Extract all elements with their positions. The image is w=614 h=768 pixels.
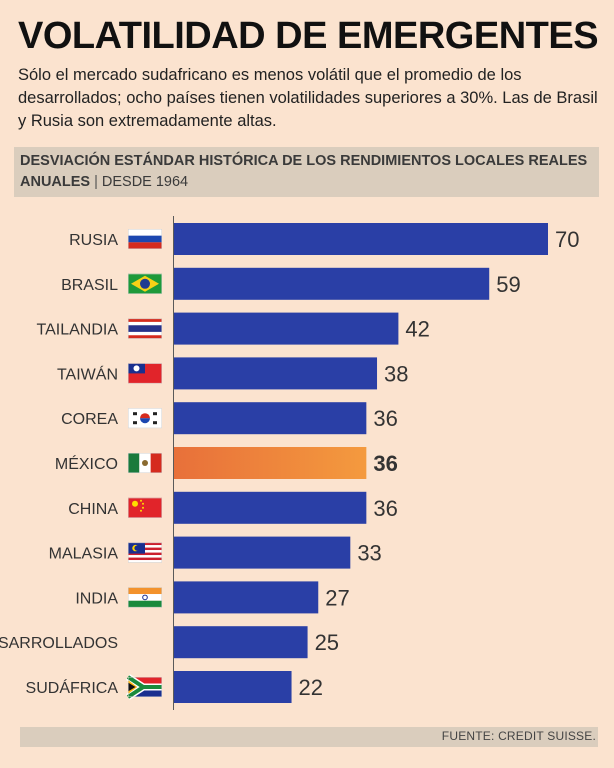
value-label: 36: [373, 451, 397, 476]
taiwan-flag-icon: [128, 363, 162, 384]
korea-flag-icon: [128, 408, 162, 429]
value-label: 59: [496, 272, 520, 297]
russia-flag-icon: [128, 229, 162, 249]
bar-row: TAILANDIA 42: [37, 312, 430, 345]
india-flag-icon: [128, 587, 162, 608]
bar-row: BRASIL 59: [61, 267, 521, 300]
category-label: INDIA: [75, 590, 118, 607]
header-separator: |: [94, 174, 98, 190]
category-axis-line: [173, 216, 174, 710]
header-since: DESDE 1964: [101, 174, 189, 190]
value-label: 36: [373, 496, 397, 521]
category-label: CHINA: [68, 501, 118, 518]
category-label: RUSIA: [69, 232, 118, 249]
bar: [174, 312, 399, 345]
bar-row: CHINA 36: [68, 491, 398, 524]
header-main: DESVIACIÓN ESTÁNDAR HISTÓRICA DE LOS REN…: [20, 153, 588, 190]
chart-header: DESVIACIÓN ESTÁNDAR HISTÓRICA DE LOS REN…: [20, 151, 590, 193]
bar-row: RUSIA 70: [69, 223, 579, 255]
value-label: 27: [325, 585, 349, 610]
bar: [174, 447, 367, 479]
bar-row: COREA 36: [61, 402, 398, 435]
china-flag-icon: [128, 497, 162, 518]
chart-title: VOLATILIDAD DE EMERGENTES: [18, 15, 599, 57]
header-band: [14, 147, 599, 197]
category-label: MALASIA: [49, 546, 119, 563]
category-label: TAILANDIA: [37, 322, 119, 339]
mexico-flag-icon: [128, 453, 162, 473]
chart-subtitle: Sólo el mercado sudafricano es menos vol…: [18, 66, 598, 130]
value-label: 22: [299, 675, 323, 700]
value-label: 25: [315, 630, 339, 655]
brazil-flag-icon: [128, 273, 162, 294]
bar: [174, 357, 378, 390]
bar: [174, 536, 351, 569]
value-label: 42: [405, 317, 429, 342]
south-africa-flag-icon: [126, 674, 162, 700]
category-label: COREA: [61, 411, 118, 428]
value-label: 36: [373, 406, 397, 431]
bar: [174, 671, 292, 703]
bar: [174, 223, 548, 255]
bar-row: SUDÁFRICA 22: [26, 671, 323, 703]
source-note: FUENTE: CREDIT SUISSE.: [441, 729, 596, 743]
category-label: TAIWÁN: [57, 364, 118, 383]
footer-band: [20, 727, 598, 747]
bar: [174, 402, 367, 435]
bar: [174, 267, 490, 300]
bar: [174, 581, 319, 614]
value-label: 38: [384, 361, 408, 386]
bar-row: INDIA 27: [75, 581, 350, 614]
bar-row: TAIWÁN 38: [57, 357, 409, 390]
category-label: BRASIL: [61, 277, 118, 294]
category-label: DESARROLLADOS: [0, 635, 118, 652]
category-label: MÉXICO: [55, 454, 118, 473]
bar: [174, 626, 308, 659]
bar-row: MÉXICO 36: [55, 447, 398, 479]
bar-row: MALASIA 33: [49, 536, 382, 569]
thailand-flag-icon: [128, 318, 162, 339]
malaysia-flag-icon: [128, 542, 162, 563]
category-label: SUDÁFRICA: [26, 678, 119, 697]
bar-row: DESARROLLADOS 25: [0, 626, 339, 659]
bar: [174, 491, 367, 524]
value-label: 70: [555, 227, 579, 252]
value-label: 33: [357, 541, 381, 566]
